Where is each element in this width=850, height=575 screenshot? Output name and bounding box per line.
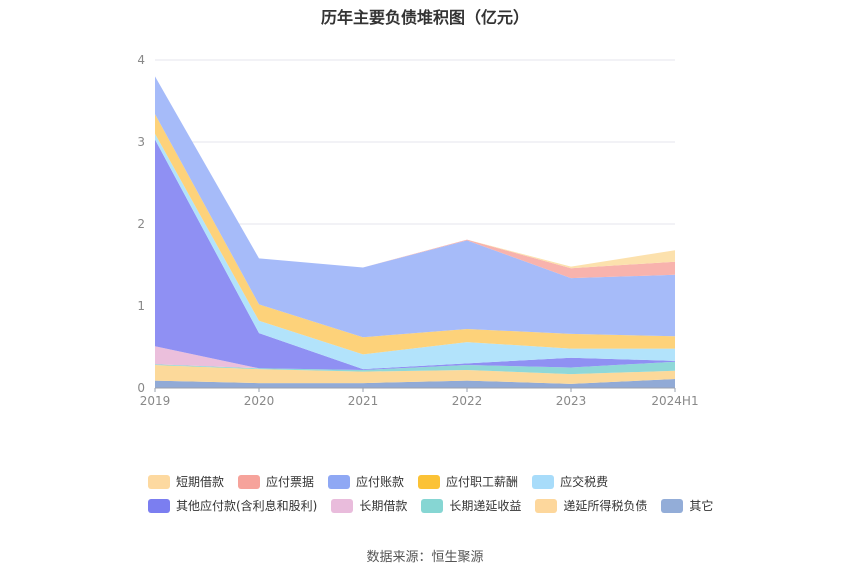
x-tick-label: 2022	[452, 394, 483, 408]
chart-title: 历年主要负债堆积图（亿元）	[320, 8, 529, 27]
legend-item[interactable]: 应付账款	[328, 473, 404, 490]
legend-item[interactable]: 长期借款	[331, 497, 407, 514]
legend-item[interactable]: 应付票据	[238, 473, 314, 490]
y-tick-label: 3	[137, 135, 145, 149]
legend-swatch	[148, 498, 170, 513]
legend-item[interactable]: 应付职工薪酬	[418, 473, 518, 490]
legend-item[interactable]: 其它	[661, 497, 713, 514]
legend-label: 应付账款	[356, 475, 405, 489]
axes: 0 1 2 3 4 2019 2020 2021 2022 2023 2024H1	[137, 53, 698, 408]
legend-label: 应付票据	[266, 475, 315, 489]
legend-swatch	[238, 474, 261, 489]
legend-label: 其他应付款(含利息和股利)	[176, 499, 318, 513]
legend-item[interactable]: 长期递延收益	[421, 497, 521, 514]
y-tick-label: 4	[137, 53, 145, 67]
x-tick-label: 2023	[556, 394, 587, 408]
x-tick-label: 2021	[348, 394, 379, 408]
legend-label: 递延所得税负债	[563, 499, 648, 513]
legend-item[interactable]: 递延所得税负债	[535, 497, 647, 514]
area-其他应付款(含利息和股利)	[155, 139, 675, 370]
legend-swatch	[532, 474, 555, 489]
y-tick-label: 0	[137, 381, 145, 395]
legend-label: 长期递延收益	[449, 499, 522, 513]
y-tick-label: 1	[137, 299, 145, 313]
legend-swatch	[328, 474, 351, 489]
area-其它	[155, 379, 675, 388]
y-tick-label: 2	[137, 217, 145, 231]
legend-swatch	[418, 474, 441, 489]
legend-swatch	[148, 474, 170, 489]
legend-label: 长期借款	[359, 499, 408, 513]
legend-label: 短期借款	[176, 475, 225, 489]
x-tick-label: 2019	[140, 394, 171, 408]
legend-row-1: 短期借款 应付票据 应付账款 应付职工薪酬 应交税费	[148, 473, 622, 490]
legend-swatch	[535, 498, 558, 513]
legend-item[interactable]: 应交税费	[532, 473, 608, 490]
source-note: 数据来源：恒生聚源	[366, 550, 484, 565]
area-series	[155, 76, 675, 388]
legend-row-2: 其他应付款(含利息和股利) 长期借款 长期递延收益 递延所得税负债 其它	[148, 497, 727, 514]
legend-swatch	[421, 498, 444, 513]
legend-label: 应交税费	[560, 475, 609, 489]
legend-swatch	[661, 498, 684, 513]
legend-swatch	[331, 498, 354, 513]
x-tick-label: 2024H1	[651, 394, 698, 408]
area-应付账款	[155, 76, 675, 338]
x-tick-label: 2020	[244, 394, 275, 408]
area-长期递延收益	[155, 361, 675, 375]
legend-label: 应付职工薪酬	[446, 475, 519, 489]
legend-item[interactable]: 短期借款	[148, 473, 224, 490]
legend-label: 其它	[689, 499, 714, 513]
legend-item[interactable]: 其他应付款(含利息和股利)	[148, 497, 317, 514]
